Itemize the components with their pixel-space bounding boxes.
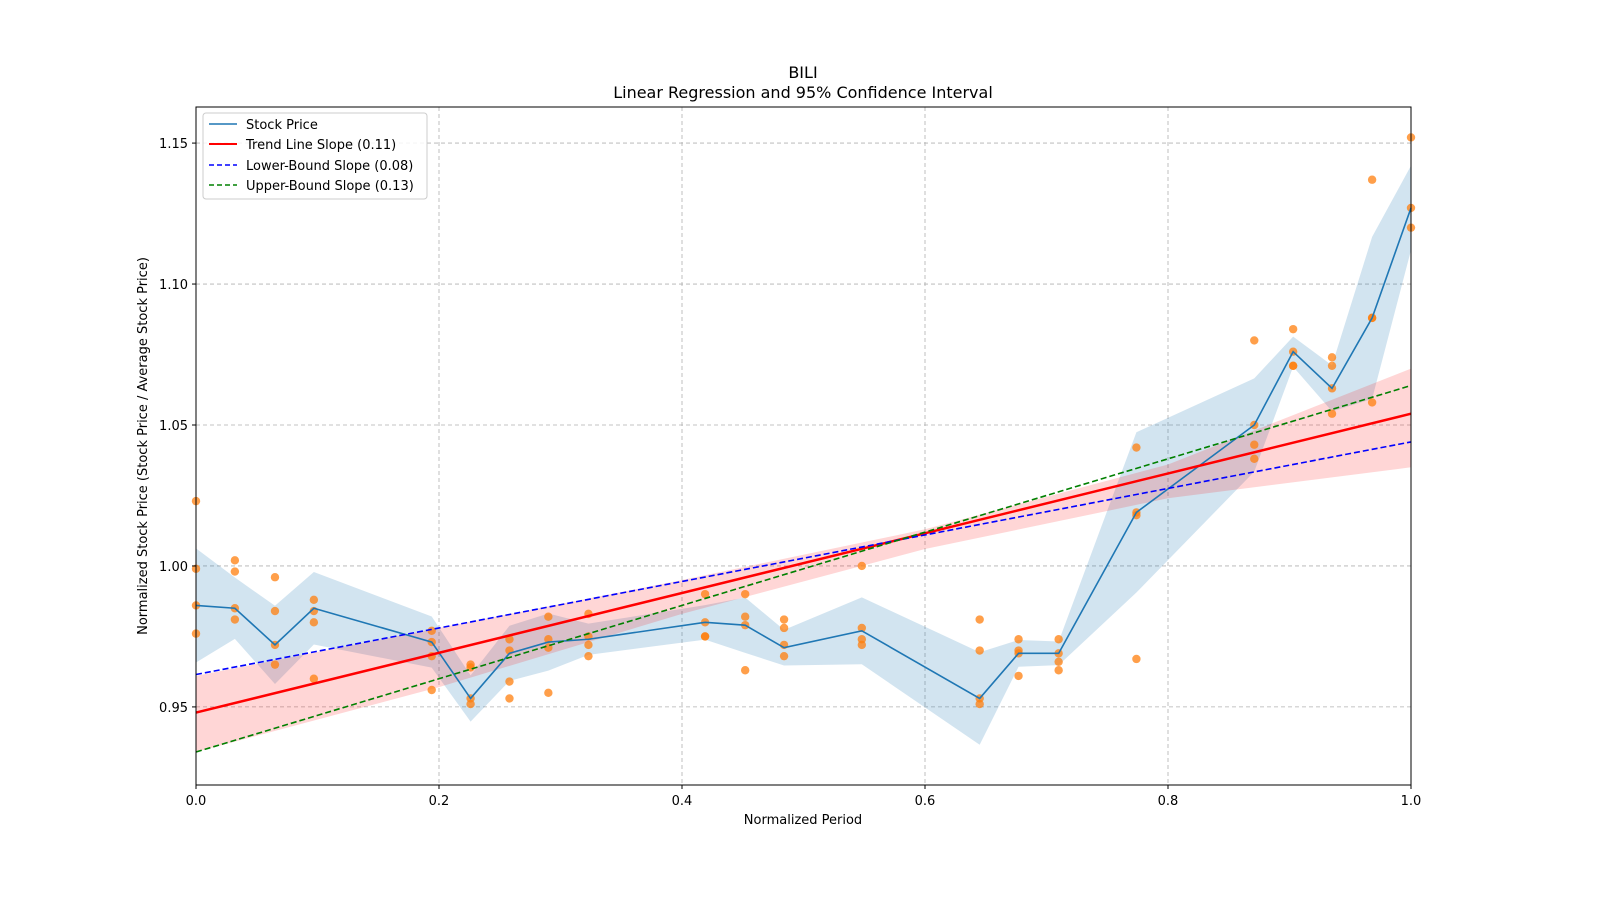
upper-bound-line (195, 384, 1412, 753)
chart-title: BILI (788, 63, 817, 82)
scatter-point (740, 589, 750, 599)
scatter-point (427, 685, 436, 695)
x-tick-label: 0.4 (672, 794, 693, 809)
scatter-point (505, 694, 514, 703)
y-tick-label: 1.00 (159, 560, 188, 575)
scatter-point (1327, 353, 1337, 362)
x-tick-label: 0.6 (915, 794, 936, 809)
scatter-point (544, 612, 553, 621)
scatter-point (1288, 324, 1298, 334)
x-tick-label: 0.8 (1158, 794, 1179, 809)
scatter-point (1014, 671, 1023, 681)
scatter-point (779, 623, 789, 633)
chart-subtitle: Linear Regression and 95% Confidence Int… (613, 83, 993, 102)
scatter-point (270, 660, 280, 669)
scatter-point (700, 632, 710, 641)
legend-box (202, 112, 428, 200)
legend-label-upper: Upper-Bound Slope (0.13) (246, 179, 414, 194)
scatter-point (1132, 654, 1141, 664)
scatter-point (270, 606, 280, 616)
scatter-point (857, 623, 867, 633)
scatter-point (1250, 440, 1259, 449)
scatter-point (309, 674, 319, 683)
stock-price-line (195, 207, 1412, 700)
scatter-point (1250, 454, 1259, 464)
scatter-point (230, 567, 240, 576)
scatter-point (1054, 635, 1063, 644)
y-axis-label: Normalized Stock Price (Stock Price / Av… (136, 257, 151, 635)
scatter-point (544, 688, 553, 698)
scatter-point (1054, 657, 1063, 667)
scatter-point (700, 589, 710, 599)
scatter-point (505, 677, 514, 686)
scatter-point (740, 612, 750, 621)
scatter-point (1132, 443, 1141, 452)
scatter-point (779, 615, 789, 624)
x-tick-label: 0.0 (186, 794, 207, 809)
scatter-point (975, 646, 984, 655)
scatter-point (270, 573, 280, 582)
scatter-point (1367, 398, 1377, 407)
scatter-point (779, 651, 789, 661)
plot-marks (191, 133, 1416, 753)
scatter-point (309, 595, 319, 604)
scatter-point (1250, 336, 1259, 345)
legend-label-trend: Trend Line Slope (0.11) (245, 138, 396, 153)
scatter-point (740, 666, 750, 675)
scatter-point (309, 618, 319, 627)
ticks: 0.0 0.2 0.4 0.6 0.8 1.0 0.95 1.00 1.05 1.10 1.15 (159, 137, 1421, 809)
lower-bound-line (195, 441, 1412, 676)
scatter-point (1367, 175, 1377, 184)
scatter-point (857, 640, 867, 650)
legend: Stock Price Trend Line Slope (0.11) Lowe… (202, 112, 428, 200)
legend-label-lower: Lower-Bound Slope (0.08) (246, 159, 413, 174)
scatter-point (230, 615, 240, 624)
legend-label-stock: Stock Price (246, 118, 318, 133)
scatter-point (1327, 409, 1337, 418)
y-tick-label: 1.10 (159, 278, 188, 293)
y-tick-label: 0.95 (159, 701, 188, 716)
scatter-point (857, 561, 867, 571)
trend-line (195, 412, 1412, 714)
x-tick-label: 0.2 (429, 794, 450, 809)
y-tick-label: 1.05 (159, 419, 188, 434)
confidence-band (196, 368, 1411, 753)
plot-frame (195, 106, 1412, 786)
scatter-point (1327, 361, 1337, 370)
scatter-point (975, 615, 984, 624)
scatter-point (975, 699, 984, 709)
scatter-point (584, 651, 593, 661)
stock-price-band (196, 165, 1411, 745)
y-tick-label: 1.15 (159, 137, 188, 152)
scatter-point (230, 556, 240, 565)
scatter-point (466, 699, 475, 709)
x-tick-label: 1.0 (1401, 794, 1422, 809)
scatter-point (1014, 635, 1023, 644)
scatter-point (1054, 666, 1063, 675)
scatter-point (427, 626, 436, 635)
x-axis-label: Normalized Period (744, 813, 862, 828)
scatter-point (584, 640, 593, 650)
scatter-point (1288, 361, 1298, 370)
